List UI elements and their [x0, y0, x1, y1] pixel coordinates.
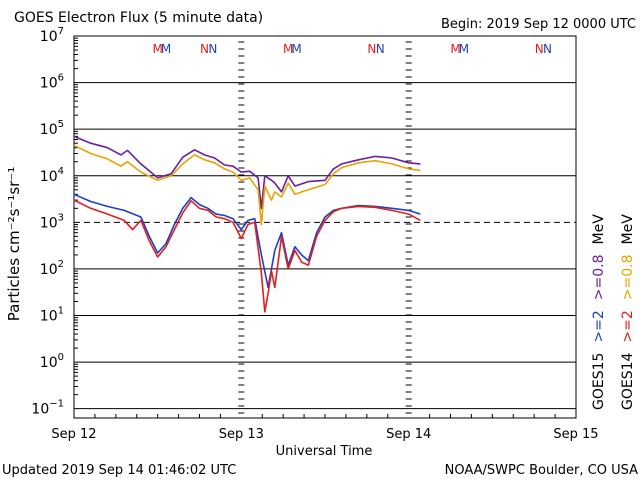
y-tick-exponent: 1	[58, 306, 64, 317]
marker-n: N	[535, 42, 544, 56]
x-tick-label: Sep 14	[386, 427, 431, 442]
satellite-markers: MM N N MM N N MM N N	[152, 42, 552, 56]
y-tick-label: 106	[40, 73, 64, 92]
x-tick-label: Sep 15	[553, 427, 598, 442]
marker-m: M	[459, 42, 469, 56]
y-tick-label: 102	[40, 259, 64, 278]
marker-n: N	[200, 42, 209, 56]
legend-item: MeV	[591, 214, 607, 245]
y-tick-exponent: 3	[58, 212, 64, 223]
legend-text: GOES15 >=2 >=0.8 MeV	[591, 214, 607, 410]
plot-border	[73, 35, 577, 419]
marker-n: N	[208, 42, 217, 56]
legend-item: >=0.8	[591, 254, 607, 300]
legend-item: GOES15	[591, 353, 607, 410]
y-tick-label: 101	[40, 306, 64, 325]
marker-n: N	[543, 42, 552, 56]
legend-column: GOES15 >=2 >=0.8 MeV	[591, 214, 607, 410]
marker-m: M	[161, 42, 171, 56]
y-tick-exponent: 5	[58, 119, 64, 130]
marker-n: N	[367, 42, 376, 56]
series-line	[73, 199, 421, 313]
series-line	[73, 135, 421, 210]
marker-m: M	[450, 42, 460, 56]
x-axis: Sep 12 Sep 13 Sep 14 Sep 15	[51, 41, 599, 442]
legend-text: GOES14 >=2 >=0.8 MeV	[620, 214, 636, 410]
legend-item: >=2	[620, 310, 636, 342]
x-tick-label: Sep 12	[51, 427, 96, 442]
marker-n: N	[376, 42, 385, 56]
credit-text: NOAA/SWPC Boulder, CO USA	[445, 463, 638, 478]
updated-timestamp: Updated 2019 Sep 14 01:46:02 UTC	[2, 463, 236, 478]
y-tick-label: 10−1	[31, 399, 64, 418]
plot-frame	[73, 35, 577, 419]
y-tick-label: 104	[40, 166, 64, 185]
y-tick-exponent: 0	[58, 352, 64, 363]
y-tick-label: 107	[40, 26, 64, 45]
begin-timestamp: Begin: 2019 Sep 12 0000 UTC	[441, 17, 636, 32]
legend-item: MeV	[620, 214, 636, 245]
legend-item: >=0.8	[620, 254, 636, 300]
x-axis-label: Universal Time	[276, 444, 373, 459]
y-tick-exponent: 2	[58, 259, 64, 270]
x-tick-label: Sep 13	[219, 427, 264, 442]
series-line	[73, 193, 421, 289]
series-lines	[73, 135, 421, 313]
y-tick-exponent: −1	[49, 399, 64, 410]
marker-m: M	[291, 42, 301, 56]
y-tick-label: 105	[40, 119, 64, 138]
y-tick-label: 100	[40, 352, 64, 371]
legend: GOES15 >=2 >=0.8 MeV GOES14 >=2 >=0.8 MeV	[591, 214, 636, 410]
y-tick-label: 103	[40, 212, 64, 231]
y-axis-label: Particles cm⁻²s⁻¹sr⁻¹	[5, 167, 23, 321]
y-tick-exponent: 7	[58, 26, 64, 37]
y-tick-exponent: 6	[58, 73, 64, 84]
marker-m: M	[152, 42, 162, 56]
chart-title: GOES Electron Flux (5 minute data)	[14, 10, 263, 26]
legend-column: GOES14 >=2 >=0.8 MeV	[620, 214, 636, 410]
marker-m: M	[283, 42, 293, 56]
series-line	[73, 144, 421, 226]
legend-item: GOES14	[620, 352, 636, 410]
legend-item: >=2	[591, 310, 607, 342]
y-tick-exponent: 4	[58, 166, 64, 177]
